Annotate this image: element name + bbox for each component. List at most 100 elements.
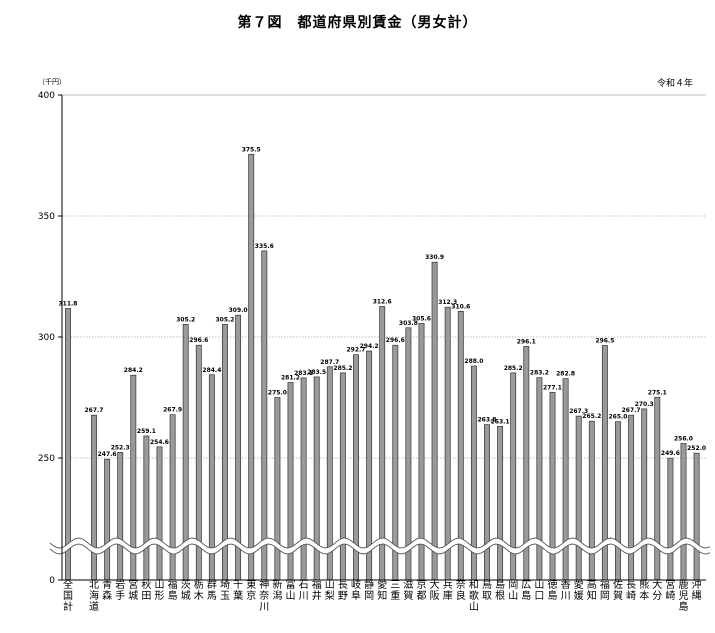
category-label-滋賀: 滋賀 [403,578,413,602]
category-label-富山: 富山 [286,578,296,602]
category-label-群馬: 群馬 [207,578,217,602]
category-label-三重: 三重 [390,580,400,602]
category-label-奈良: 奈良 [456,578,466,602]
bar-山口 [536,377,543,581]
bar-福島 [169,414,176,581]
y-tick-label-250: 250 [38,454,55,464]
value-label-三重: 296.6 [386,337,405,344]
value-label-神奈川: 335.6 [255,243,274,250]
value-label-和歌山: 288.0 [464,358,483,365]
category-label-大阪: 大阪 [430,578,440,602]
value-label-岡山: 285.2 [504,365,523,372]
value-label-栃木: 296.6 [189,337,208,344]
bar-大阪 [431,261,438,581]
unit-label: （千円） [38,78,66,86]
value-label-岩手: 252.3 [111,444,130,451]
category-label-埼玉: 埼玉 [220,578,230,602]
category-label-青森: 青森 [102,578,112,602]
bar-長崎 [628,414,635,581]
value-label-鹿児島: 256.0 [674,435,693,442]
category-label-鳥取: 鳥取 [482,578,492,602]
value-label-東京: 375.5 [242,146,261,153]
category-label-福島: 福島 [168,578,178,602]
bar-石川 [300,377,307,581]
category-label-静岡: 静岡 [364,578,374,602]
category-label-石川: 石川 [299,580,309,602]
category-label-兵庫: 兵庫 [443,578,453,602]
value-label-青森: 247.6 [98,451,117,458]
bar-大分 [654,396,661,581]
category-label-大分: 大分 [652,578,662,602]
value-label-愛媛: 267.3 [569,408,588,415]
category-label-愛媛: 愛媛 [574,578,584,602]
category-label-山口: 山口 [534,579,544,602]
axis-break [49,537,711,555]
value-label-山口: 283.2 [530,370,549,377]
value-label-沖縄: 252.0 [687,445,706,452]
bar-鳥取 [484,424,490,581]
value-label-大分: 275.1 [648,389,667,396]
category-label-沖縄: 沖縄 [692,578,702,602]
value-label-佐賀: 265.0 [609,414,628,421]
category-label-千葉: 千葉 [233,579,243,602]
bar-青森 [104,458,111,581]
value-label-福島: 267.9 [163,407,182,414]
category-label-鹿児島: 鹿児島 [679,578,689,613]
bar-東京 [248,153,255,581]
category-label-山梨: 山梨 [325,579,335,602]
value-label-長野: 285.2 [333,365,352,372]
bar-沖縄 [693,452,700,581]
value-label-北海道: 267.7 [85,407,104,414]
value-label-山梨: 287.7 [320,359,339,366]
category-label-全国計: 全国計 [63,578,73,613]
bar-愛媛 [575,415,582,581]
category-label-北海道: 北海道 [89,579,99,613]
category-label-岡山: 岡山 [508,579,518,602]
category-label-長崎: 長崎 [626,579,636,602]
value-label-新潟: 275.0 [268,390,287,397]
category-label-東京: 東京 [246,578,256,602]
bar-香川 [562,378,569,581]
value-label-島根: 263.1 [491,418,510,425]
value-label-福岡: 296.5 [595,337,614,344]
value-label-岐阜: 292.7 [347,347,366,354]
category-label-新潟: 新潟 [272,578,282,602]
category-label-岐阜: 岐阜 [351,578,361,602]
category-label-愛知: 愛知 [377,578,387,602]
category-label-神奈川: 神奈川 [259,578,269,613]
axis-break-band [50,538,710,554]
category-label-福井: 福井 [312,578,322,602]
value-label-鳥取: 263.8 [478,417,497,424]
y-tick-label-300: 300 [38,333,55,343]
bar-宮崎 [667,457,674,581]
value-label-群馬: 284.4 [202,367,221,374]
bar-新潟 [274,397,281,581]
y-tick-label-0: 0 [49,576,55,586]
bar-秋田 [143,435,150,581]
category-label-福岡: 福岡 [600,578,610,602]
category-label-宮城: 宮城 [128,578,138,602]
category-labels: 全国計北海道青森岩手宮城秋田山形福島茨城栃木群馬埼玉千葉東京神奈川新潟富山石川福… [63,578,702,613]
chart-title: 第７図 都道府県別賃金（男女計） [237,15,478,31]
category-label-岩手: 岩手 [115,578,125,602]
value-label-愛知: 312.6 [373,299,392,306]
value-label-大阪: 330.9 [425,254,444,261]
bar-全国計 [65,308,71,581]
category-label-山形: 山形 [155,579,165,602]
category-label-京都: 京都 [417,578,427,602]
bar-兵庫 [444,306,451,581]
category-label-広島: 広島 [521,578,531,602]
bar-佐賀 [615,421,621,581]
bar-岩手 [117,452,124,581]
value-label-広島: 296.1 [517,338,536,345]
value-label-千葉: 309.0 [229,307,248,314]
category-label-和歌山: 和歌山 [469,579,479,613]
value-label-兵庫: 312.3 [438,299,457,306]
category-label-栃木: 栃木 [194,578,204,602]
category-label-秋田: 秋田 [141,578,151,602]
category-label-香川: 香川 [561,579,571,602]
bar-北海道 [91,414,97,581]
value-label-秋田: 259.1 [137,428,156,435]
category-label-宮崎: 宮崎 [665,578,675,602]
value-label-福井: 283.5 [307,369,326,376]
